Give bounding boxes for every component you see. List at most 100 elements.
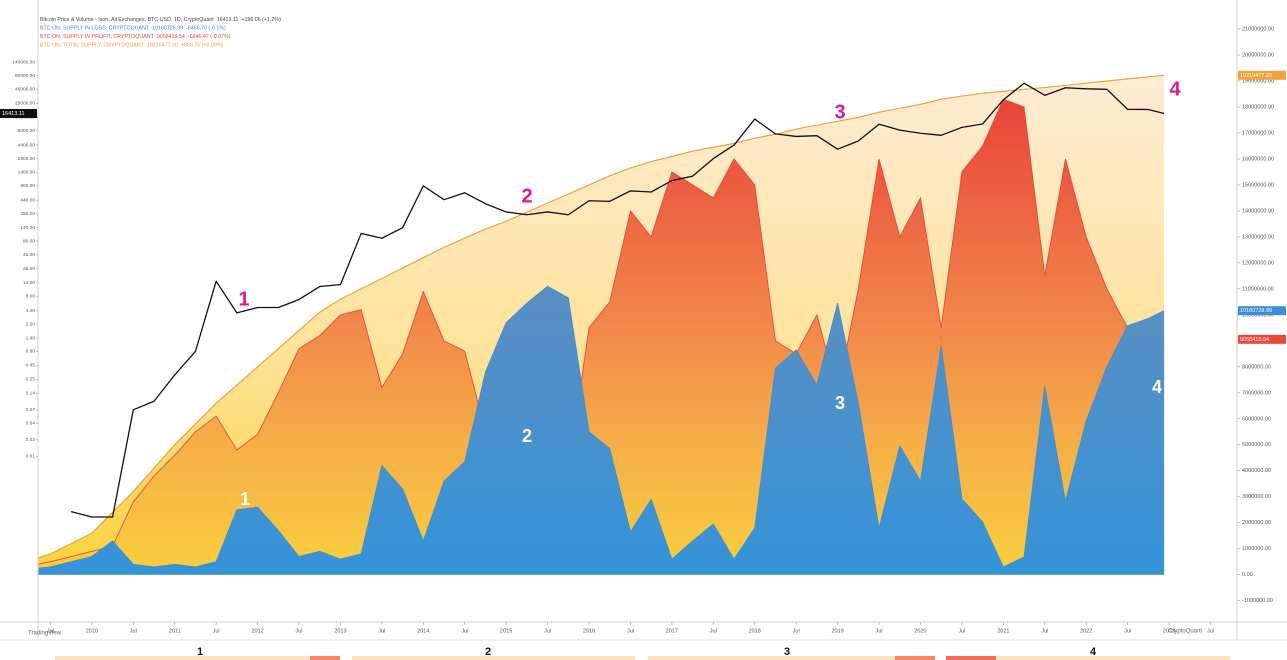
y2-tick-label: 250.00 [20,211,35,217]
x-tick-label: Jul [793,628,800,634]
strip-segment [946,656,1230,660]
legend-entry: BTC:ON: SUPPLY IN LOSS, CRYPTOQUANT 10160… [40,26,226,32]
watermark: TradingView [28,631,62,637]
y-tick-label: 14000000.00 [1242,208,1274,214]
cycle-annotation: 3 [835,393,845,413]
value-tag: 16413.11 [0,108,37,118]
cycle-annotation: 2 [521,185,532,207]
x-tick-label: 2013 [334,628,346,634]
legend-value: 16413.11 [217,17,239,23]
y-tick-label: 0.00 [1242,572,1253,578]
x-tick-label: 2019 [831,628,843,634]
y2-tick-label: 1400.00 [18,170,36,176]
tag-box [0,108,37,118]
y-tick-label: 3000000.00 [1242,494,1271,500]
y-tick-label: 12000000.00 [1242,260,1274,266]
x-tick-label: 2014 [417,628,429,634]
y-tick-label: -1000000.00 [1242,598,1273,604]
y2-tick-label: 8.00 [26,294,36,300]
cycle-annotation: 3 [834,101,845,123]
y2-tick-label: 0.25 [26,377,36,383]
timeline-label: 3 [784,646,790,658]
y-tick-label: 8000000.00 [1242,364,1271,370]
legend-name: Bitcoin Price & Volume - Ison, All Excha… [40,17,214,23]
y-tick-label: 11000000.00 [1242,286,1274,292]
y2-tick-label: 0.02 [26,437,36,443]
y2-tick-label: 45.00 [23,252,35,258]
y-tick-label: 15000000.00 [1242,182,1274,188]
y2-tick-label: 0.45 [26,362,36,368]
y2-tick-label: 25.00 [23,266,35,272]
tag-box [1238,334,1286,344]
legend-change: +196.06 (+1.2%) [241,17,281,23]
y-tick-label: 1000000.00 [1242,546,1271,552]
value-tag: 9058419.54 [1238,334,1286,344]
x-tick-label: Jul [1207,628,1214,634]
cycle-annotation: 1 [240,489,250,509]
y2-tick-label: 1.40 [26,335,36,341]
x-tick-label: Jul [378,628,385,634]
x-tick-label: Jul [213,628,220,634]
x-tick-label: Jul [47,628,54,634]
y-tick-label: 6000000.00 [1242,416,1271,422]
x-tick-label: Jul [461,628,468,634]
tag-box [1238,306,1286,316]
area-edge [37,285,1165,569]
x-tick-label: 2023 [1163,628,1175,634]
x-tick-label: Jul [876,628,883,634]
timeline-label: 1 [197,646,203,658]
legend-change: +868.75 (+0.00%) [181,43,224,49]
x-tick-label: Jul [1041,628,1048,634]
legend-value: 19219477.20 [147,43,178,49]
y-tick-label: 5000000.00 [1242,442,1271,448]
tag-label: 19219477.20 [1240,73,1272,79]
area [38,286,1165,575]
x-tick-label: Jul [958,628,965,634]
plot-area [37,74,1165,575]
x-tick-label: Jul [627,628,634,634]
y2-tick-label: 140000.00 [12,59,35,65]
strip-segment [895,656,935,660]
legend-entry: BTC:ON: SUPPLY IN PROFIT, CRYPTOQUANT 905… [40,34,231,40]
area-edge [37,74,1165,559]
strip-segment [55,656,340,660]
legend-value: 9058419.54 [157,34,185,40]
x-tick-label: 2021 [997,628,1009,634]
y2-tick-label: 0.80 [26,349,36,355]
y2-tick-label: 140.00 [20,225,35,231]
y2-tick-label: 0.04 [26,420,36,426]
x-tick-label: Jul [130,628,137,634]
legend-name: BTC:ON: SUPPLY IN PROFIT, CRYPTOQUANT [40,34,155,40]
y2-tick-label: 80000.00 [15,73,35,79]
cycle-annotation: 4 [1169,78,1181,100]
strip-segment [352,656,635,660]
legend-value: 10160728.99 [152,26,183,32]
y2-tick-label: 8000.00 [18,128,36,134]
y2-tick-label: 4.40 [26,308,36,314]
legend-change: -6466.70 (-0.1%) [186,26,226,32]
x-tick-label: 2020 [914,628,926,634]
x-tick-label: Jul [544,628,551,634]
strip-segment [310,656,340,660]
tag-label: 16413.11 [2,111,25,117]
value-tag: 10160728.99 [1238,306,1286,316]
tag-label: 9058419.54 [1240,337,1269,343]
legend-name: BTC:ON: TOTAL SUPPLY, CRYPTOQUANT [40,43,145,49]
y2-tick-label: 2.50 [26,321,36,327]
x-tick-label: Jul [1124,628,1131,634]
watermark: CryptoQuant [1168,629,1202,635]
y2-tick-label: 80.00 [23,238,35,244]
x-tick-label: 2016 [583,628,595,634]
x-tick-label: 2017 [666,628,678,634]
y2-tick-label: 0.07 [26,407,36,413]
legend-entry: Bitcoin Price & Volume - Ison, All Excha… [40,17,281,23]
strip-segment [648,656,935,660]
area [38,99,1165,575]
strip-segment [946,656,996,660]
price-line [70,82,1165,518]
tag-box [1238,70,1286,80]
y2-tick-label: 0.14 [26,390,36,396]
legend-entry: BTC:ON: TOTAL SUPPLY, CRYPTOQUANT 1921947… [40,43,223,49]
y2-tick-label: 0.01 [26,454,36,460]
legend-change: -6846.47 (-0.07%) [188,34,231,40]
